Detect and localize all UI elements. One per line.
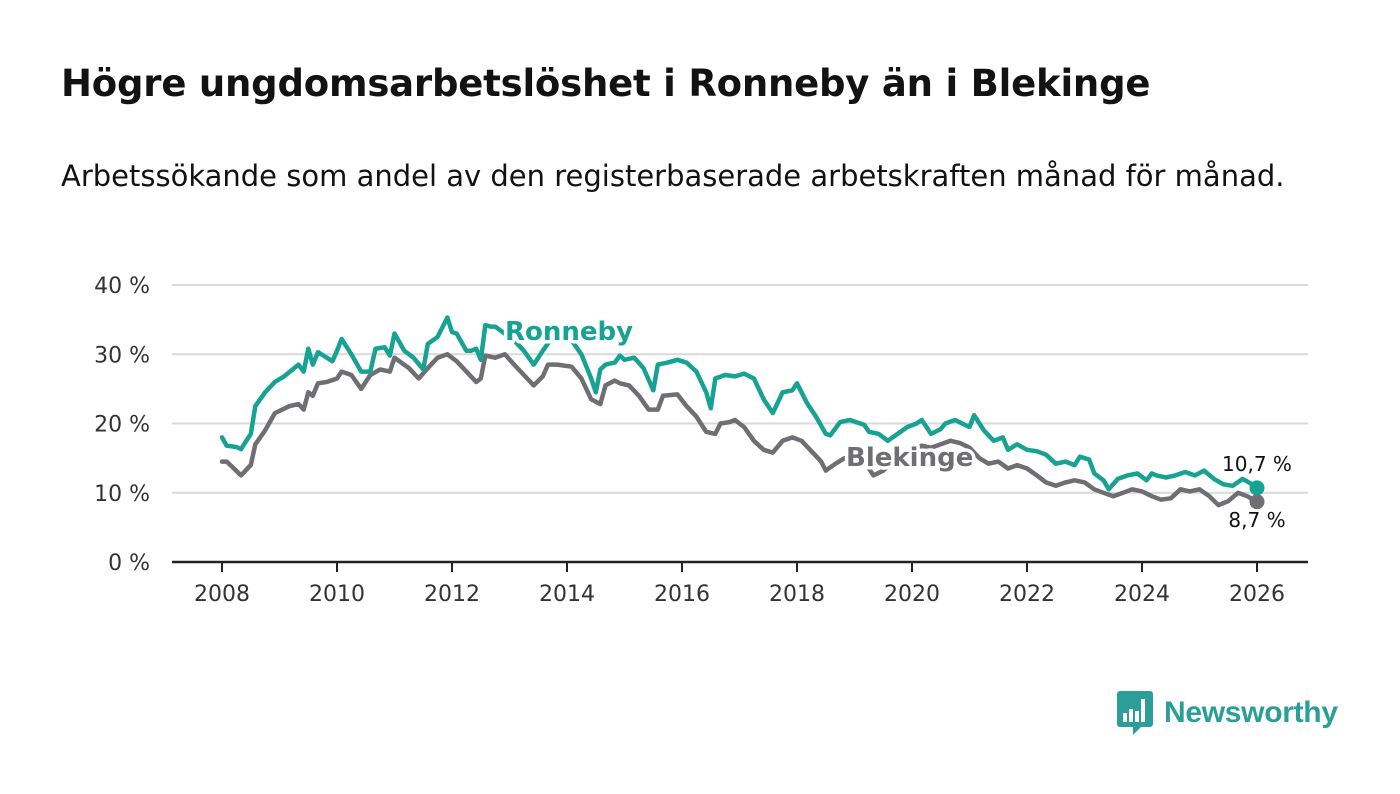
x-tick-label: 2008 bbox=[194, 582, 250, 607]
x-tick-label: 2022 bbox=[999, 582, 1055, 607]
x-tick-label: 2024 bbox=[1114, 582, 1170, 607]
x-tick-label: 2026 bbox=[1229, 582, 1285, 607]
y-tick-label: 0 % bbox=[108, 551, 150, 576]
series-line-blekinge bbox=[219, 352, 1260, 508]
chart-subtitle: Arbetssökande som andel av den registerb… bbox=[61, 159, 1285, 193]
x-tick-label: 2018 bbox=[769, 582, 825, 607]
x-tick-label: 2014 bbox=[539, 582, 595, 607]
y-tick-label: 10 % bbox=[94, 482, 150, 507]
end-value-label-ronneby: 10,7 % bbox=[1222, 452, 1292, 476]
end-point-blekinge bbox=[1249, 494, 1265, 510]
x-tick-label: 2010 bbox=[309, 582, 365, 607]
y-axis-tick-labels: 0 % 10 % 20 % 30 % 40 % bbox=[94, 274, 150, 576]
brand-name: Newsworthy bbox=[1164, 696, 1338, 729]
x-tick-label: 2012 bbox=[424, 582, 480, 607]
chart-title: Högre ungdomsarbetslöshet i Ronneby än i… bbox=[61, 62, 1151, 105]
y-tick-label: 30 % bbox=[94, 343, 150, 368]
x-tick-label: 2020 bbox=[884, 582, 940, 607]
series-lines bbox=[219, 315, 1265, 510]
gridlines bbox=[172, 284, 1308, 494]
series-labels: Ronneby Blekinge 10,7 % 8,7 % bbox=[502, 314, 1295, 535]
series-label-ronneby: Ronneby bbox=[505, 317, 633, 347]
newsworthy-logo: Newsworthy bbox=[1117, 690, 1338, 736]
series-line-ronneby bbox=[219, 315, 1260, 492]
bar-chart-speech-bubble-icon bbox=[1117, 691, 1153, 735]
y-tick-label: 20 % bbox=[94, 413, 150, 438]
end-point-ronneby bbox=[1249, 480, 1265, 496]
end-value-label-blekinge: 8,7 % bbox=[1228, 508, 1285, 532]
x-tick-label: 2016 bbox=[654, 582, 710, 607]
series-label-blekinge: Blekinge bbox=[846, 443, 973, 473]
x-axis: 2008 2010 2012 2014 2016 2018 2020 2022 2024 2026 bbox=[172, 560, 1308, 607]
y-tick-label: 40 % bbox=[94, 274, 150, 299]
